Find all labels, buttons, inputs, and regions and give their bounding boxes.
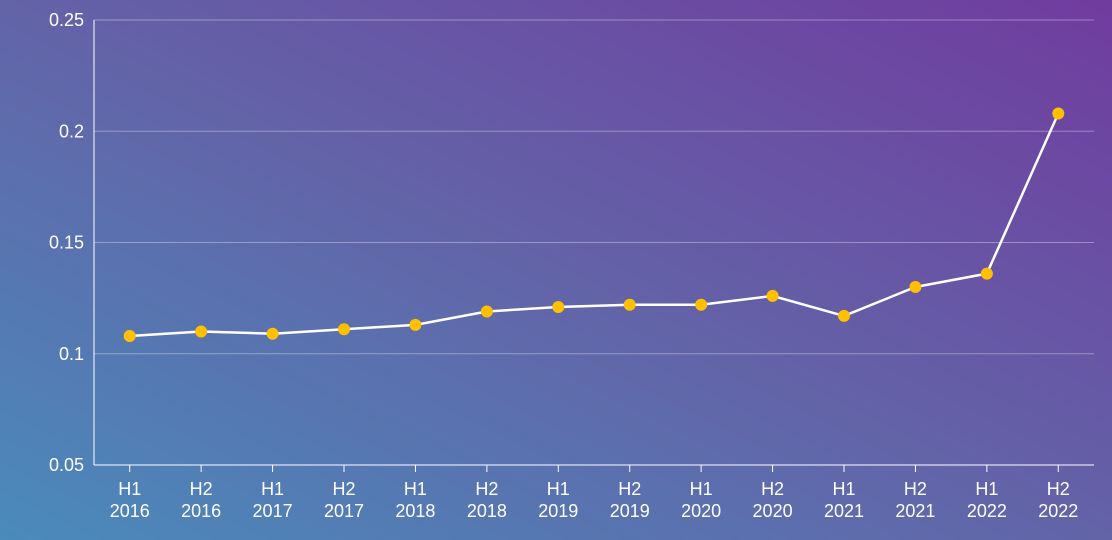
line — [129, 112, 1060, 338]
marker — [552, 301, 565, 314]
marker — [695, 298, 708, 311]
y-tick-label: 0.05 — [49, 455, 84, 475]
marker — [909, 281, 922, 293]
marker — [766, 289, 779, 302]
y-tick-label: 0.1 — [59, 344, 84, 364]
x-tick-label: H2 2021 — [895, 479, 935, 521]
marker — [338, 323, 350, 336]
x-tick-label: H2 2016 — [181, 479, 221, 521]
x-tick-label: H2 2017 — [324, 479, 364, 521]
marker — [195, 325, 208, 338]
x-tick-label: H1 2018 — [395, 479, 435, 521]
x-tick-label: H2 2022 — [1038, 479, 1078, 521]
marker — [480, 305, 493, 318]
x-tick-label: H1 2020 — [681, 479, 721, 521]
x-tick-label: H1 2016 — [110, 479, 150, 521]
y-tick-label: 0.2 — [59, 121, 84, 141]
x-tick-label: H1 2019 — [538, 479, 578, 521]
y-tick-label: 0.25 — [49, 10, 84, 30]
y-tick-label: 0.15 — [49, 233, 84, 253]
marker — [980, 267, 993, 280]
marker — [1052, 107, 1065, 120]
marker — [123, 329, 136, 342]
x-tick-label: H1 2021 — [824, 479, 864, 521]
marker — [266, 327, 279, 340]
x-tick-label: H2 2020 — [753, 479, 793, 521]
marker — [623, 298, 636, 311]
marker — [409, 318, 422, 331]
x-tick-label: H1 2017 — [253, 479, 293, 521]
x-tick-label: H1 2022 — [967, 479, 1007, 521]
marker — [838, 309, 850, 322]
x-tick-label: H2 2019 — [610, 479, 650, 521]
x-tick-label: H2 2018 — [467, 479, 507, 521]
